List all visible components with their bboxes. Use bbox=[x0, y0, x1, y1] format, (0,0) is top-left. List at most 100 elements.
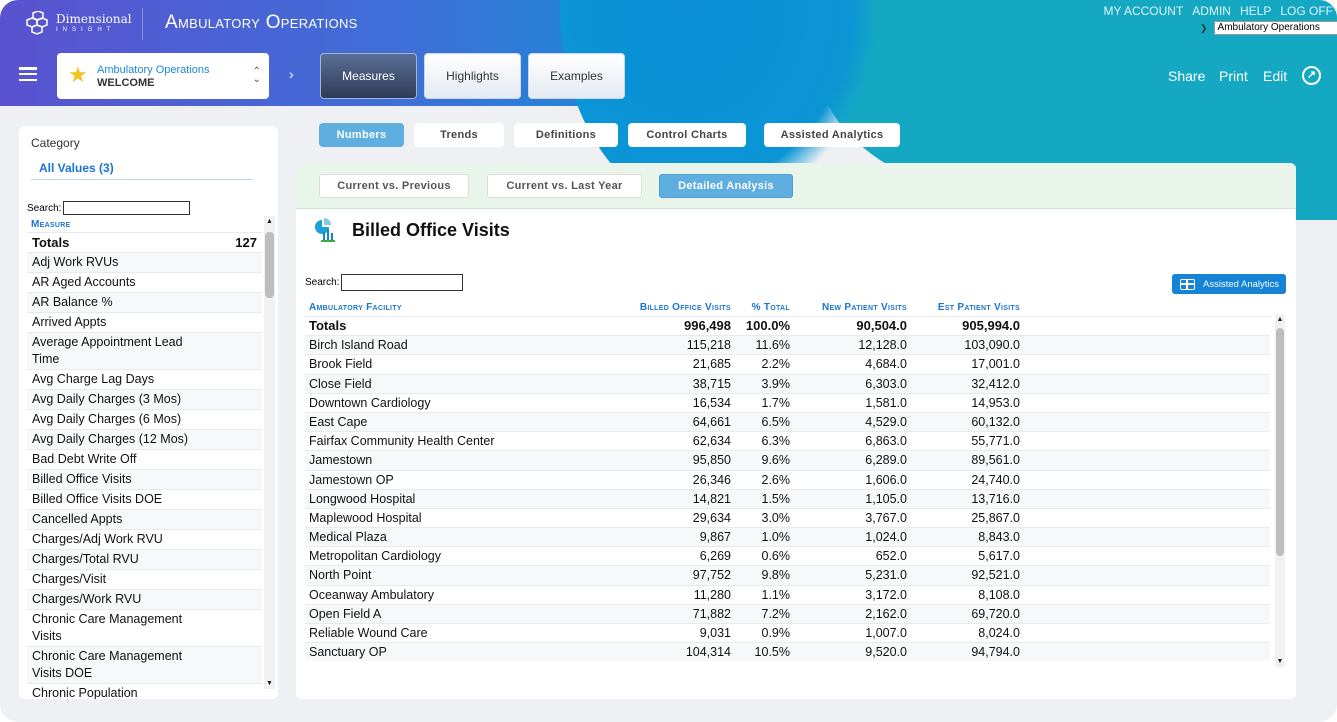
col-new-patient-visits[interactable]: New Patient Visits bbox=[821, 302, 907, 313]
table-row[interactable]: Birch Island Road 115,218 11.6% 12,128.0 103… bbox=[305, 335, 1270, 355]
examples-button[interactable]: Examples bbox=[528, 53, 625, 99]
table-row[interactable]: Jamestown OP 26,346 2.6% 1,606.0 24,740.0 bbox=[305, 469, 1270, 489]
cell: 1,105.0 bbox=[865, 491, 907, 506]
cell: Totals bbox=[309, 318, 347, 333]
table-row[interactable]: Medical Plaza 9,867 1.0% 1,024.0 8,843.0 bbox=[305, 527, 1270, 547]
table-totals-row: Totals 996,498 100.0% 90,504.0 905,994.0 bbox=[305, 316, 1270, 335]
measure-list-item[interactable]: Charges/Work RVU bbox=[27, 589, 262, 609]
table-row[interactable]: Fairfax Community Health Center 62,634 6.3… bbox=[305, 431, 1270, 450]
scrollbar-thumb[interactable] bbox=[1276, 328, 1284, 556]
col-billed-office-visits[interactable]: Billed Office Visits bbox=[639, 302, 731, 313]
cell: Longwood Hospital bbox=[309, 491, 416, 506]
app-title: Ambulatory Operations bbox=[165, 12, 358, 33]
measure-list-item[interactable]: Charges/Visit bbox=[27, 569, 262, 589]
scroll-up-icon[interactable]: ▲ bbox=[1276, 316, 1284, 323]
subtab-current-vs-previous[interactable]: Current vs. Previous bbox=[319, 174, 469, 198]
admin-link[interactable]: ADMIN bbox=[1192, 4, 1231, 18]
measure-list-item[interactable]: Chronic Care Management Visits bbox=[27, 609, 262, 646]
chevron-down-icon[interactable]: ❯ bbox=[1200, 22, 1208, 33]
col-est-patient-visits[interactable]: Est Patient Visits bbox=[937, 302, 1020, 313]
scroll-down-icon[interactable]: ▼ bbox=[266, 680, 273, 687]
cell: 905,994.0 bbox=[962, 318, 1020, 333]
tab-assisted-analytics[interactable]: Assisted Analytics bbox=[764, 123, 900, 147]
col-percent-total[interactable]: % Total bbox=[751, 302, 790, 313]
table-row[interactable]: Downtown Cardiology 16,534 1.7% 1,581.0 14,9… bbox=[305, 392, 1270, 412]
table-row[interactable]: Close Field 38,715 3.9% 6,303.0 32,412.0 bbox=[305, 373, 1270, 393]
highlights-button[interactable]: Highlights bbox=[424, 53, 521, 99]
subtab-current-vs-last-year[interactable]: Current vs. Last Year bbox=[487, 174, 642, 198]
cell: 10.5% bbox=[754, 645, 790, 660]
cell: 0.9% bbox=[761, 626, 791, 640]
cell: 11.6% bbox=[755, 338, 790, 353]
chevron-right-icon: › bbox=[289, 66, 294, 82]
tab-numbers[interactable]: Numbers bbox=[319, 123, 404, 147]
measures-button[interactable]: Measures bbox=[320, 53, 417, 99]
help-link[interactable]: HELP bbox=[1239, 4, 1272, 18]
external-link-icon[interactable]: ↗ bbox=[1302, 66, 1321, 85]
measure-list-item[interactable]: Charges/Adj Work RVU bbox=[27, 529, 262, 549]
table-row[interactable]: Sanctuary OP 104,314 10.5% 9,520.0 94,794.0 bbox=[305, 642, 1270, 662]
table-row[interactable]: Reliable Wound Care 9,031 0.9% 1,007.0 8,024… bbox=[305, 623, 1270, 642]
measure-list-item[interactable]: Charges/Total RVU bbox=[27, 549, 262, 569]
subtab-detailed-analysis[interactable]: Detailed Analysis bbox=[659, 174, 793, 198]
measure-list-item[interactable]: Adj Work RVUs bbox=[27, 252, 262, 272]
my-account-link[interactable]: MY ACCOUNT bbox=[1103, 4, 1184, 18]
tab-trends[interactable]: Trends bbox=[414, 123, 504, 147]
measure-list-item[interactable]: Arrived Appts bbox=[27, 312, 262, 332]
measure-list-item[interactable]: Avg Daily Charges (3 Mos) bbox=[27, 389, 262, 409]
table-scrollbar[interactable]: ▲ ▼ bbox=[1275, 314, 1285, 667]
measure-list-item[interactable]: Average Appointment Lead Time bbox=[27, 332, 262, 369]
sidebar-scrollbar[interactable]: ▲ ▼ bbox=[264, 216, 275, 689]
table-search-label: Search: bbox=[305, 277, 340, 288]
cell: 60,132.0 bbox=[971, 414, 1020, 429]
cell: 14,953.0 bbox=[971, 395, 1020, 410]
cell: 3,172.0 bbox=[865, 587, 907, 602]
col-facility[interactable]: Ambulatory Facility bbox=[309, 302, 402, 313]
log-off-link[interactable]: LOG OFF bbox=[1280, 4, 1333, 18]
cell: 7.2% bbox=[761, 606, 791, 621]
measure-list-item[interactable]: Chronic Care Management Visits DOE bbox=[27, 646, 262, 683]
page-selector[interactable]: ★ Ambulatory Operations WELCOME ⌃ ⌄ bbox=[57, 53, 269, 99]
table-row[interactable]: Metropolitan Cardiology 6,269 0.6% 652.0 5,6… bbox=[305, 546, 1270, 565]
logo[interactable]: Dimensional INSIGHT bbox=[24, 11, 132, 35]
table-row[interactable]: Brook Field 21,685 2.2% 4,684.0 17,001.0 bbox=[305, 354, 1270, 373]
print-button[interactable]: Print bbox=[1219, 68, 1248, 84]
measure-list-item[interactable]: Billed Office Visits DOE bbox=[27, 489, 262, 509]
app-select[interactable]: Ambulatory Operations⌄ bbox=[1213, 21, 1337, 35]
table-row[interactable]: Longwood Hospital 14,821 1.5% 1,105.0 13,716… bbox=[305, 488, 1270, 508]
table-header: Ambulatory Facility Billed Office Visits… bbox=[309, 302, 1022, 316]
measure-list-item[interactable]: Cancelled Appts bbox=[27, 509, 262, 529]
table-row[interactable]: East Cape 64,661 6.5% 4,529.0 60,132.0 bbox=[305, 411, 1270, 432]
scroll-down-icon[interactable]: ▼ bbox=[1276, 658, 1284, 665]
measure-list-item[interactable]: Billed Office Visits bbox=[27, 469, 262, 489]
cell: 90,504.0 bbox=[856, 318, 907, 333]
scroll-up-icon[interactable]: ▲ bbox=[266, 218, 273, 225]
measure-list-item[interactable]: AR Aged Accounts bbox=[27, 272, 262, 292]
table-row[interactable]: Open Field A 71,882 7.2% 2,162.0 69,720.0 bbox=[305, 603, 1270, 623]
edit-button[interactable]: Edit bbox=[1263, 68, 1288, 84]
measure-list-item[interactable]: Avg Charge Lag Days bbox=[27, 369, 262, 389]
star-icon[interactable]: ★ bbox=[68, 62, 88, 87]
table-row[interactable]: Maplewood Hospital 29,634 3.0% 3,767.0 25,86… bbox=[305, 507, 1270, 527]
table-row[interactable]: Jamestown 95,850 9.6% 6,289.0 89,561.0 bbox=[305, 450, 1270, 470]
measure-column-header[interactable]: Measure bbox=[31, 219, 71, 230]
measure-list-item[interactable]: Bad Debt Write Off bbox=[27, 449, 262, 469]
table-search-input[interactable] bbox=[341, 274, 464, 291]
scrollbar-thumb[interactable] bbox=[265, 232, 274, 298]
measure-list-item[interactable]: Avg Daily Charges (12 Mos) bbox=[27, 429, 262, 449]
measure-search-input[interactable] bbox=[63, 201, 191, 215]
category-all-values[interactable]: All Values (3) bbox=[39, 161, 114, 175]
tab-control-charts[interactable]: Control Charts bbox=[628, 123, 746, 147]
table-row[interactable]: Oceanway Ambulatory 11,280 1.1% 3,172.0 8,10… bbox=[305, 584, 1270, 604]
measure-list-item[interactable]: AR Balance % bbox=[27, 292, 262, 312]
table-row[interactable]: North Point 97,752 9.8% 5,231.0 92,521.0 bbox=[305, 565, 1270, 585]
assisted-analytics-button[interactable]: Assisted Analytics bbox=[1172, 274, 1286, 294]
measure-list-item[interactable]: Avg Daily Charges (6 Mos) bbox=[27, 409, 262, 429]
hamburger-menu-icon[interactable] bbox=[19, 67, 37, 81]
measure-list-item[interactable]: Chronic Population bbox=[27, 683, 262, 699]
cell: 1,024.0 bbox=[865, 530, 907, 545]
measure-totals-row: Totals 127 bbox=[27, 232, 262, 252]
share-button[interactable]: Share bbox=[1168, 68, 1206, 84]
tab-definitions[interactable]: Definitions bbox=[514, 123, 618, 147]
